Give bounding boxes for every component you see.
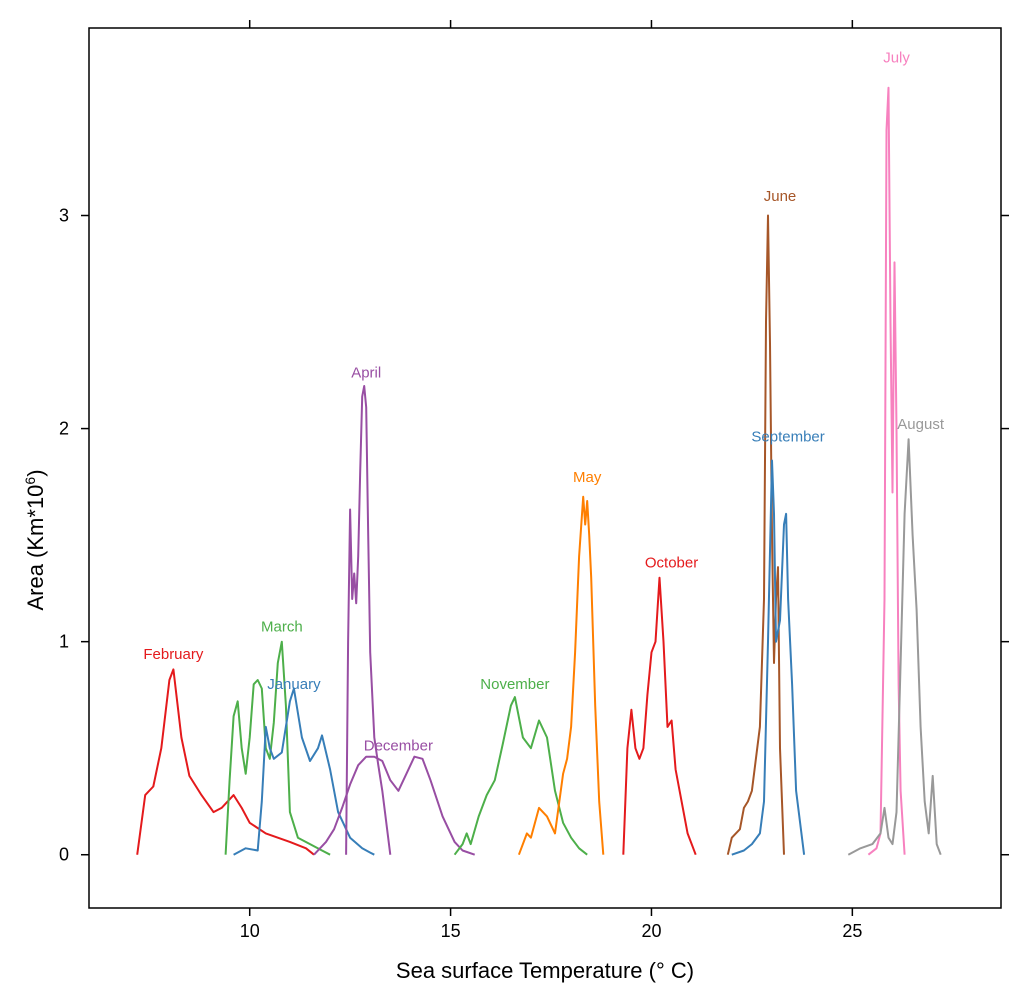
series-line-february	[136, 668, 315, 856]
series-label-november: November	[480, 676, 549, 693]
y-axis-title: Area (Km*106)	[22, 469, 48, 610]
x-tick-label: 25	[842, 921, 862, 941]
y-tick-label: 0	[59, 845, 69, 865]
series-line-september	[731, 459, 806, 856]
series-lines	[136, 86, 942, 856]
series-label-april: April	[351, 365, 381, 382]
series-line-march	[224, 640, 331, 856]
series-labels: February March January April December Novembe…	[143, 49, 944, 754]
series-label-december: December	[364, 738, 433, 755]
y-tick-label: 3	[59, 206, 69, 226]
series-label-july: July	[883, 49, 910, 66]
series-line-june	[726, 214, 785, 855]
series-label-september: September	[751, 429, 824, 446]
series-line-august	[847, 438, 942, 856]
x-tick-label: 10	[240, 921, 260, 941]
series-line-october	[622, 576, 697, 856]
series-label-january: January	[267, 676, 321, 693]
series-label-february: February	[143, 646, 204, 663]
series-line-december	[313, 755, 476, 856]
x-axis-title: Sea surface Temperature (° C)	[396, 958, 694, 983]
series-label-october: October	[645, 554, 698, 571]
series-line-april	[345, 385, 392, 855]
plot-frame	[88, 27, 1002, 909]
x-tick-label: 15	[441, 921, 461, 941]
series-line-january	[233, 687, 375, 856]
series-line-november	[453, 696, 588, 856]
y-tick-label: 1	[59, 632, 69, 652]
y-tick-label: 2	[59, 419, 69, 439]
axis-ticks: 10 15 20 25 0 1 2 3	[59, 20, 1009, 941]
series-label-june: June	[764, 188, 797, 205]
series-label-march: March	[261, 618, 303, 635]
series-line-may	[517, 495, 605, 856]
series-label-august: August	[897, 416, 945, 433]
series-label-may: May	[573, 469, 602, 486]
x-tick-label: 20	[641, 921, 661, 941]
